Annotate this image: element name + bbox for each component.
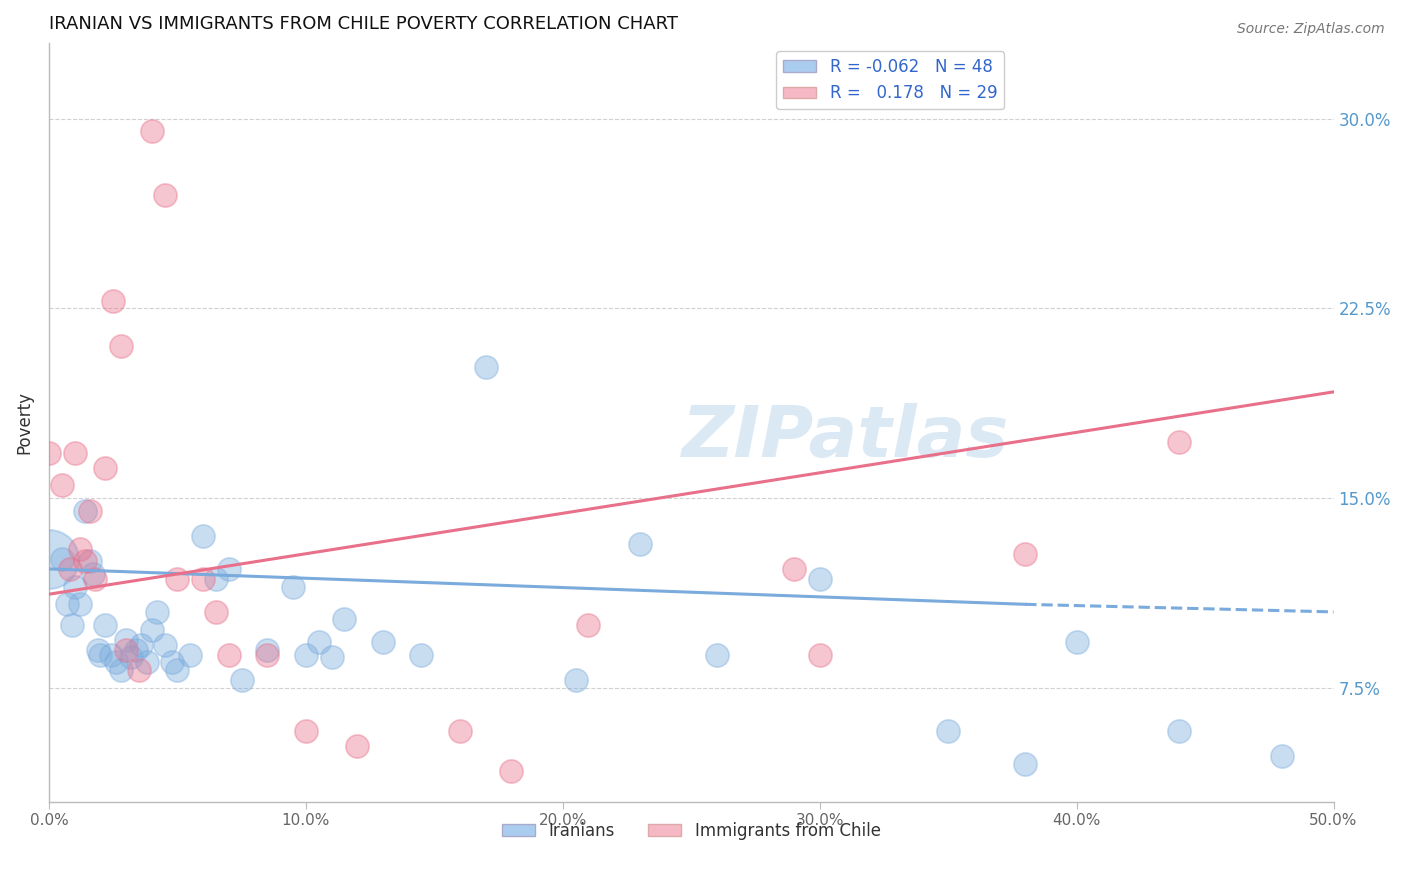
- Point: [73, 554, 96, 568]
- Point: [166, 572, 188, 586]
- Point: [128, 663, 150, 677]
- Point: [115, 632, 138, 647]
- Point: [808, 648, 831, 662]
- Point: [153, 638, 176, 652]
- Point: [87, 643, 110, 657]
- Point: [371, 635, 394, 649]
- Point: [63, 445, 86, 459]
- Point: [706, 648, 728, 662]
- Point: [578, 617, 600, 632]
- Point: [51, 551, 73, 566]
- Point: [153, 187, 176, 202]
- Point: [103, 293, 125, 308]
- Point: [51, 478, 73, 492]
- Point: [125, 643, 148, 657]
- Point: [162, 656, 184, 670]
- Point: [218, 562, 240, 576]
- Point: [449, 723, 471, 738]
- Point: [38, 445, 60, 459]
- Point: [191, 529, 214, 543]
- Point: [56, 597, 79, 611]
- Point: [1066, 635, 1088, 649]
- Point: [1271, 749, 1294, 764]
- Point: [60, 617, 83, 632]
- Point: [205, 605, 228, 619]
- Legend: Iranians, Immigrants from Chile: Iranians, Immigrants from Chile: [495, 815, 887, 847]
- Point: [218, 648, 240, 662]
- Point: [89, 648, 111, 662]
- Point: [295, 648, 318, 662]
- Point: [94, 617, 117, 632]
- Point: [231, 673, 253, 688]
- Point: [79, 504, 101, 518]
- Point: [281, 580, 304, 594]
- Point: [1014, 547, 1036, 561]
- Point: [474, 359, 496, 374]
- Point: [115, 643, 138, 657]
- Point: [808, 572, 831, 586]
- Point: [38, 551, 60, 566]
- Point: [110, 339, 132, 353]
- Point: [564, 673, 586, 688]
- Point: [135, 656, 157, 670]
- Point: [205, 572, 228, 586]
- Point: [256, 643, 278, 657]
- Point: [333, 612, 356, 626]
- Point: [308, 635, 330, 649]
- Point: [936, 723, 959, 738]
- Point: [58, 562, 80, 576]
- Point: [295, 723, 318, 738]
- Point: [346, 739, 368, 753]
- Point: [783, 562, 806, 576]
- Y-axis label: Poverty: Poverty: [15, 391, 32, 454]
- Point: [110, 663, 132, 677]
- Text: Source: ZipAtlas.com: Source: ZipAtlas.com: [1237, 22, 1385, 37]
- Point: [141, 623, 163, 637]
- Point: [179, 648, 201, 662]
- Point: [1014, 756, 1036, 771]
- Text: ZIPatlas: ZIPatlas: [682, 403, 1010, 472]
- Point: [79, 554, 101, 568]
- Point: [73, 504, 96, 518]
- Text: IRANIAN VS IMMIGRANTS FROM CHILE POVERTY CORRELATION CHART: IRANIAN VS IMMIGRANTS FROM CHILE POVERTY…: [49, 15, 678, 33]
- Point: [141, 124, 163, 138]
- Point: [146, 605, 169, 619]
- Point: [69, 541, 91, 556]
- Point: [82, 566, 104, 581]
- Point: [100, 648, 122, 662]
- Point: [94, 460, 117, 475]
- Point: [63, 580, 86, 594]
- Point: [1168, 723, 1191, 738]
- Point: [69, 597, 91, 611]
- Point: [166, 663, 188, 677]
- Point: [131, 638, 153, 652]
- Point: [120, 650, 142, 665]
- Point: [501, 764, 523, 779]
- Point: [84, 572, 107, 586]
- Point: [191, 572, 214, 586]
- Point: [411, 648, 433, 662]
- Point: [1168, 435, 1191, 450]
- Point: [628, 536, 651, 550]
- Point: [256, 648, 278, 662]
- Point: [104, 656, 127, 670]
- Point: [321, 650, 343, 665]
